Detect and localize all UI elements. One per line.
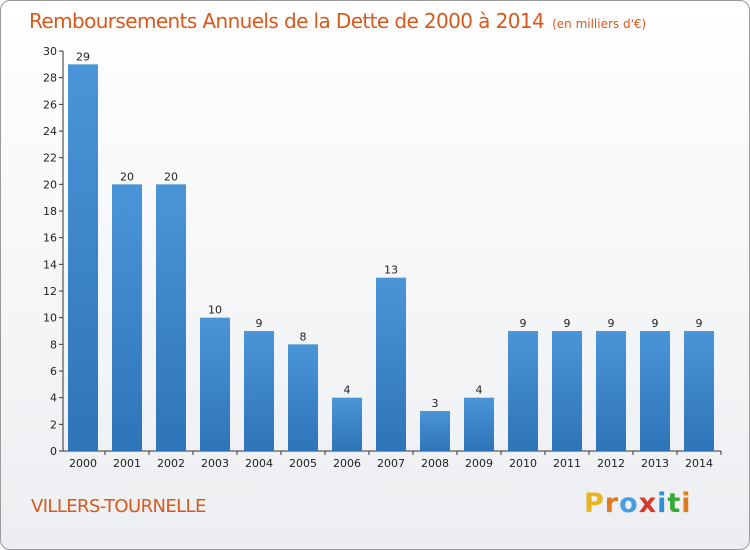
value-label: 29 bbox=[76, 50, 90, 63]
bar[interactable] bbox=[244, 331, 274, 451]
bar[interactable] bbox=[332, 397, 362, 451]
x-tick-label: 2002 bbox=[157, 457, 185, 470]
y-tick-label: 20 bbox=[43, 178, 57, 191]
value-label: 10 bbox=[208, 304, 222, 317]
y-tick-label: 18 bbox=[43, 205, 57, 218]
y-tick-label: 24 bbox=[43, 125, 57, 138]
y-tick-label: 4 bbox=[50, 392, 57, 405]
x-tick-label: 2013 bbox=[641, 457, 669, 470]
y-tick-label: 0 bbox=[50, 445, 57, 458]
value-label: 20 bbox=[164, 170, 178, 183]
value-label: 9 bbox=[520, 317, 527, 330]
logo-letter: i bbox=[657, 488, 668, 519]
x-tick-label: 2003 bbox=[201, 457, 229, 470]
bar[interactable] bbox=[552, 331, 582, 451]
value-label: 13 bbox=[384, 264, 398, 277]
y-tick-label: 16 bbox=[43, 232, 57, 245]
commune-name: VILLERS-TOURNELLE bbox=[31, 496, 206, 517]
logo-letter: x bbox=[638, 488, 658, 519]
value-label: 9 bbox=[564, 317, 571, 330]
value-label: 9 bbox=[696, 317, 703, 330]
y-tick-label: 14 bbox=[43, 258, 57, 271]
x-tick-label: 2001 bbox=[113, 457, 141, 470]
bar[interactable] bbox=[508, 331, 538, 451]
bar[interactable] bbox=[640, 331, 670, 451]
value-label: 20 bbox=[120, 170, 134, 183]
logo-letter: t bbox=[667, 488, 682, 519]
logo-letter: P bbox=[584, 488, 605, 519]
x-tick-label: 2010 bbox=[509, 457, 537, 470]
bar[interactable] bbox=[156, 184, 186, 452]
bar[interactable] bbox=[68, 64, 98, 452]
y-tick-label: 22 bbox=[43, 152, 57, 165]
value-label: 8 bbox=[300, 330, 307, 343]
x-tick-label: 2004 bbox=[245, 457, 273, 470]
y-tick-label: 28 bbox=[43, 72, 57, 85]
y-tick-label: 30 bbox=[43, 45, 57, 58]
bar[interactable] bbox=[596, 331, 626, 451]
bar[interactable] bbox=[684, 331, 714, 451]
bar[interactable] bbox=[420, 411, 450, 451]
bar[interactable] bbox=[288, 344, 318, 451]
chart-subtitle: (en milliers d'€) bbox=[552, 17, 647, 31]
bars: 29 20 20 10 9 8 4 13 3 4 9 9 9 9 9 bbox=[68, 50, 714, 452]
bar[interactable] bbox=[200, 317, 230, 451]
value-label: 4 bbox=[344, 384, 351, 397]
x-tick-label: 2014 bbox=[685, 457, 713, 470]
value-label: 9 bbox=[608, 317, 615, 330]
y-tick-label: 12 bbox=[43, 285, 57, 298]
logo-letter: o bbox=[619, 488, 639, 519]
logo-letter: i bbox=[681, 488, 692, 519]
proxiti-logo[interactable]: Proxiti bbox=[584, 488, 692, 519]
y-tick-label: 10 bbox=[43, 312, 57, 325]
value-label: 4 bbox=[476, 384, 483, 397]
x-tick-label: 2009 bbox=[465, 457, 493, 470]
y-tick-label: 26 bbox=[43, 98, 57, 111]
value-label: 9 bbox=[256, 317, 263, 330]
chart-title: Remboursements Annuels de la Dette de 20… bbox=[29, 9, 646, 33]
logo-letter: r bbox=[604, 488, 620, 519]
y-tick-label: 6 bbox=[50, 365, 57, 378]
x-tick-label: 2011 bbox=[553, 457, 581, 470]
bar[interactable] bbox=[464, 397, 494, 451]
chart-title-text: Remboursements Annuels de la Dette de 20… bbox=[29, 9, 545, 33]
y-tick-label: 8 bbox=[50, 338, 57, 351]
x-tick-label: 2012 bbox=[597, 457, 625, 470]
x-tick-label: 2000 bbox=[69, 457, 97, 470]
y-tick-label: 2 bbox=[50, 418, 57, 431]
x-tick-label: 2007 bbox=[377, 457, 405, 470]
x-tick-label: 2006 bbox=[333, 457, 361, 470]
bar[interactable] bbox=[376, 277, 406, 451]
bar[interactable] bbox=[112, 184, 142, 452]
x-tick-label: 2005 bbox=[289, 457, 317, 470]
value-label: 9 bbox=[652, 317, 659, 330]
value-label: 3 bbox=[432, 397, 439, 410]
x-tick-label: 2008 bbox=[421, 457, 449, 470]
